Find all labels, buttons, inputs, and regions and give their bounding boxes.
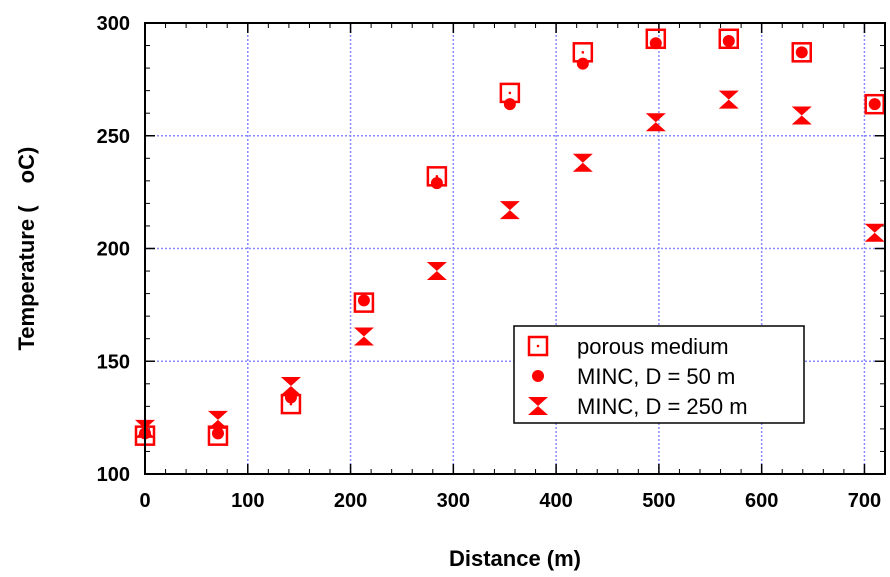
minc-250m-point	[499, 201, 520, 220]
minc-250m-point	[791, 106, 812, 125]
x-tick-label: 400	[539, 490, 572, 512]
minc-50m-point	[722, 35, 735, 48]
legend-marker-porous-medium	[527, 335, 549, 357]
y-tick-label: 250	[97, 126, 130, 148]
legend-marker-minc-50m	[532, 370, 544, 382]
minc-50m-point	[357, 294, 370, 307]
legend-marker-minc-250m	[528, 397, 548, 415]
minc-250m-point	[135, 419, 155, 438]
minc-250m-point	[645, 113, 666, 132]
legend: porous medium MINC, D = 50 m MINC, D = 250…	[513, 325, 805, 424]
minc-250m-point	[718, 90, 739, 109]
legend-box	[513, 325, 805, 424]
y-tick-label: 200	[97, 239, 130, 261]
minc-50m-point	[503, 98, 516, 111]
x-axis-label: Distance (m)	[449, 546, 581, 571]
minc-50m-point	[649, 37, 662, 50]
minc-50m-point	[868, 98, 881, 111]
minc-50m-point	[430, 177, 443, 190]
minc-250m-point	[207, 410, 228, 429]
legend-label-porous-medium: porous medium	[577, 334, 729, 359]
x-tick-label: 700	[848, 490, 881, 512]
y-tick-label: 100	[97, 464, 130, 486]
x-tick-label: 500	[642, 490, 675, 512]
minc-250m-point	[572, 153, 593, 172]
minc-250m-point	[864, 223, 885, 242]
x-tick-label: 200	[334, 490, 367, 512]
y-tick-label: 300	[97, 13, 130, 35]
legend-label-minc-50m: MINC, D = 50 m	[577, 364, 735, 389]
legend-label-minc-250m: MINC, D = 250 m	[577, 394, 748, 419]
tick-label-layer: 0 100 200 300 400 500 600 700 100 150 200 250 300	[97, 13, 882, 512]
minc-250m-point	[353, 327, 374, 346]
minc-250m-point	[426, 262, 447, 281]
marker-layer	[134, 28, 885, 446]
y-tick-label: 150	[97, 351, 130, 373]
x-tick-label: 600	[745, 490, 778, 512]
legend-entries: porous medium MINC, D = 50 m MINC, D = 250…	[527, 334, 748, 419]
minc-50m-point	[211, 427, 224, 440]
y-axis-unit-label: oC)	[14, 147, 39, 184]
minc-50m-point	[795, 46, 808, 59]
x-tick-label: 0	[139, 490, 150, 512]
x-tick-label: 100	[231, 490, 264, 512]
x-tick-label: 300	[437, 490, 470, 512]
plot-frame	[144, 22, 886, 475]
minc-50m-point	[576, 57, 589, 70]
minc-250m-point	[280, 377, 301, 396]
y-axis-label: Temperature (	[14, 205, 39, 351]
